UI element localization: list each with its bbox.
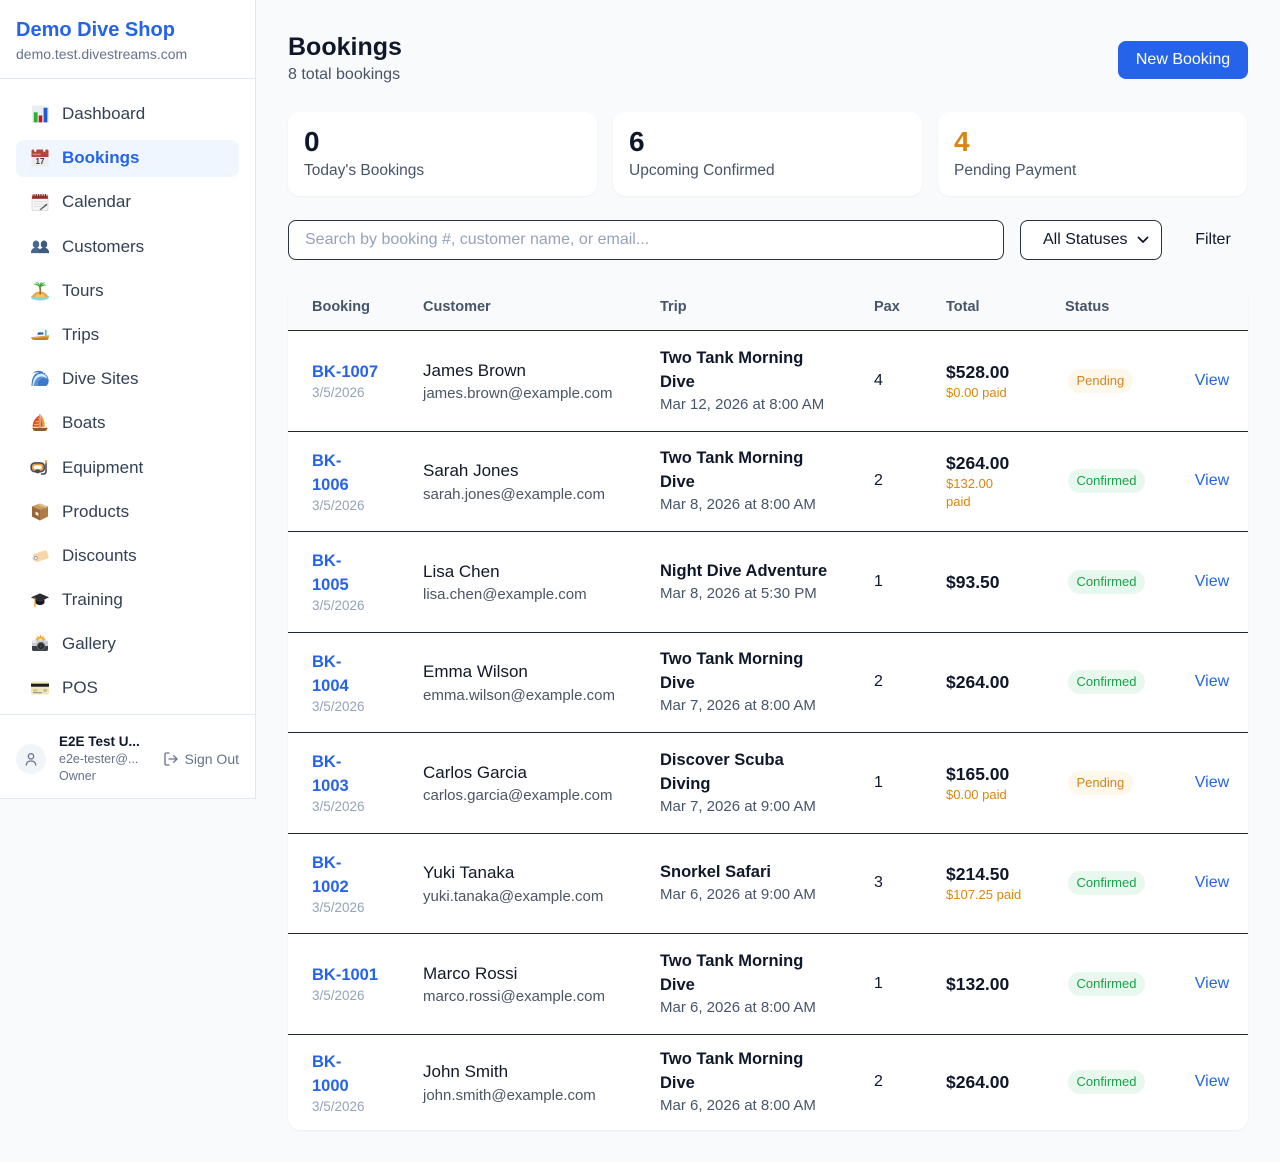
svg-text:17: 17: [36, 157, 45, 166]
